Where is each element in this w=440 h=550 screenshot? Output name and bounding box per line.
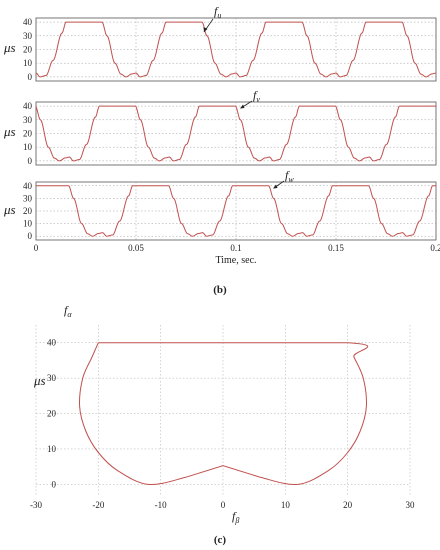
y-tick-label: 30 bbox=[47, 373, 57, 383]
y-tick-label: 20 bbox=[47, 409, 57, 419]
y-tick-label: 40 bbox=[47, 338, 57, 348]
y-tick-label: 0 bbox=[28, 231, 33, 241]
panel-fu: 0 10 20 30 40 μs fu bbox=[3, 4, 437, 82]
panel-fv-yticks: 0 10 20 30 40 bbox=[23, 101, 33, 166]
y-tick-label: 40 bbox=[23, 181, 33, 191]
panel-fu-ylabel: μs bbox=[3, 40, 16, 55]
panel-ab-series-line bbox=[79, 342, 369, 486]
caption-c: (c) bbox=[214, 534, 227, 546]
x-tick-label: -10 bbox=[155, 500, 167, 510]
x-tick-label: 20 bbox=[343, 500, 353, 510]
panel-fw-yticks: 0 10 20 30 40 bbox=[23, 181, 33, 241]
panel-fw-annotation: fw bbox=[285, 168, 294, 184]
y-tick-label: 20 bbox=[23, 129, 33, 139]
x-tick-label: 0 bbox=[34, 243, 39, 253]
x-tick-label: 0.2 bbox=[430, 243, 440, 253]
caption-b: (b) bbox=[213, 284, 227, 296]
panel-fv: 0 10 20 30 40 μs fv bbox=[3, 88, 437, 166]
y-tick-label: 40 bbox=[23, 17, 33, 27]
panel-ab-ylabel: μs bbox=[33, 373, 46, 388]
y-tick-label: 10 bbox=[47, 444, 57, 454]
y-tick-label: 0 bbox=[28, 156, 33, 166]
x-tick-label: 0.1 bbox=[230, 243, 241, 253]
panel-fv-series-line bbox=[35, 105, 437, 162]
panel-fu-grid bbox=[36, 18, 436, 81]
y-tick-label: 30 bbox=[23, 31, 33, 41]
y-tick-label: 10 bbox=[23, 219, 33, 229]
panel-fw-xticks: 0 0.05 0.1 0.15 0.2 bbox=[34, 243, 440, 253]
y-tick-label: 20 bbox=[23, 45, 33, 55]
x-tick-label: 0 bbox=[221, 500, 226, 510]
x-tick-label: -30 bbox=[30, 500, 42, 510]
x-tick-label: 30 bbox=[406, 500, 416, 510]
y-tick-label: 20 bbox=[23, 206, 33, 216]
y-tick-label: 10 bbox=[23, 142, 33, 152]
panel-fw: 0 10 20 30 40 0 0.05 0.1 0.15 0.2 μs fw Time, se… bbox=[3, 168, 440, 266]
panel-fu-annotation: fu bbox=[214, 4, 221, 20]
panel-fv-grid bbox=[36, 102, 436, 165]
panel-fu-series-line bbox=[35, 21, 437, 78]
panel-ab-grid bbox=[35, 325, 411, 495]
y-tick-label: 0 bbox=[52, 479, 57, 489]
panel-ab-corner-label: fα bbox=[64, 303, 72, 319]
y-tick-label: 40 bbox=[23, 101, 33, 111]
x-tick-label: 0.15 bbox=[328, 243, 344, 253]
panel-fu-yticks: 0 10 20 30 40 bbox=[23, 17, 33, 82]
x-tick-label: 10 bbox=[281, 500, 291, 510]
panel-fw-grid bbox=[36, 182, 436, 240]
panel-alpha-beta: 0 10 20 30 40 -30 -20 -10 0 10 20 30 μs fα fβ bbox=[30, 303, 415, 525]
y-tick-label: 30 bbox=[23, 115, 33, 125]
x-tick-label: -20 bbox=[92, 500, 104, 510]
panel-fu-arrowhead bbox=[203, 27, 208, 32]
x-tick-label: 0.05 bbox=[128, 243, 144, 253]
y-tick-label: 30 bbox=[23, 193, 33, 203]
panel-fw-xlabel: Time, sec. bbox=[215, 255, 256, 266]
panel-fw-series-line bbox=[36, 185, 436, 237]
panel-ab-xlabel: fβ bbox=[232, 509, 239, 525]
panel-ab-yticks: 0 10 20 30 40 bbox=[47, 338, 57, 490]
panel-fv-annotation: fv bbox=[253, 88, 260, 104]
panel-ab-xticks: -30 -20 -10 0 10 20 30 bbox=[30, 500, 415, 510]
panel-fw-ylabel: μs bbox=[3, 202, 16, 217]
y-tick-label: 10 bbox=[23, 58, 33, 68]
panel-fw-arrowhead bbox=[273, 184, 278, 189]
panel-fv-arrowhead bbox=[240, 104, 245, 109]
panel-fv-ylabel: μs bbox=[3, 124, 16, 139]
y-tick-label: 0 bbox=[28, 72, 33, 82]
